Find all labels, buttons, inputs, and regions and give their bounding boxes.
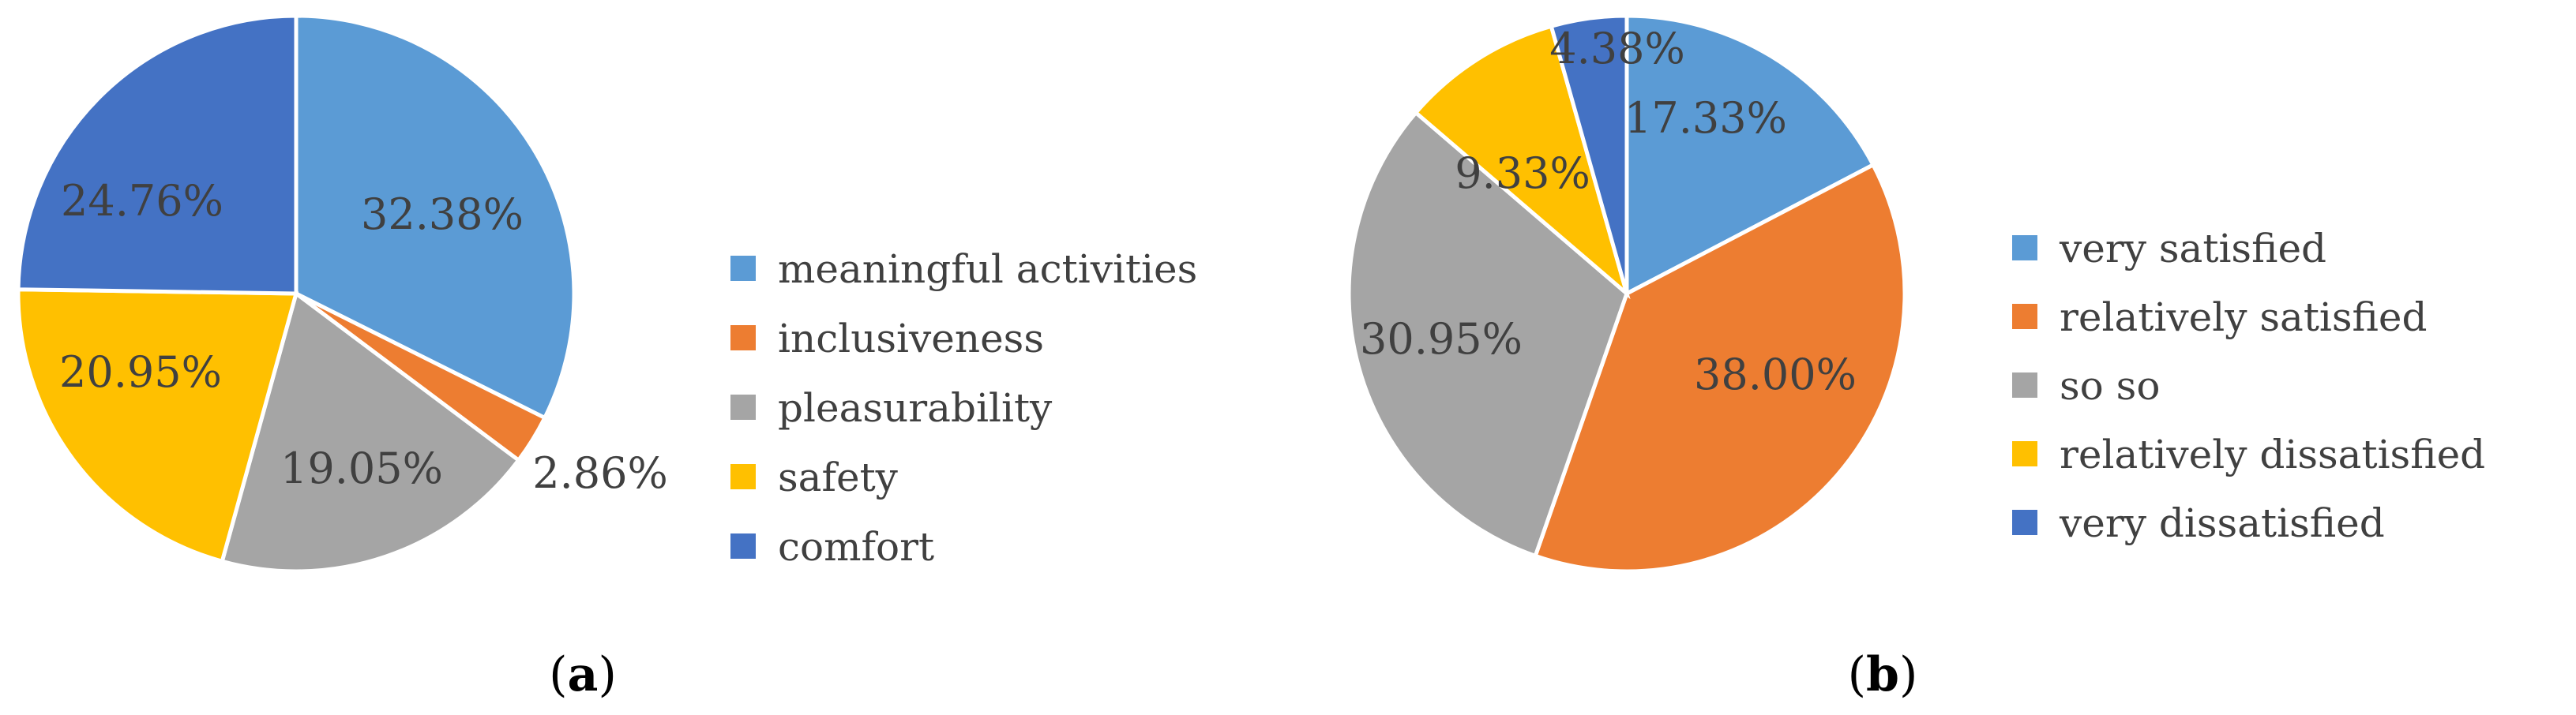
- slice-relatively-satisfied: [1533, 162, 1907, 574]
- caption-b: (b): [1848, 647, 1918, 702]
- legend-swatch: [2012, 304, 2037, 329]
- legend-label: very satisfied: [2059, 226, 2326, 271]
- legend-item-meaningful-activities: meaningful activities: [730, 246, 1197, 292]
- caption-a: (a): [549, 647, 617, 702]
- slice-meaningful-activities: [294, 13, 576, 421]
- slice-very-dissatisfied: [1549, 13, 1629, 294]
- slice-pleasurability: [220, 290, 522, 574]
- data-label-safety: 20.95%: [59, 347, 222, 397]
- caption-letter: b: [1866, 647, 1899, 702]
- pie-chart-a: 32.38% 2.86% 19.05% 20.95% 24.76%: [16, 13, 668, 574]
- legend-item-relatively-dissatisfied: relatively dissatisfied: [2012, 432, 2485, 477]
- legend-swatch: [730, 464, 756, 489]
- legend-item-very-satisfied: very satisfied: [2012, 226, 2326, 271]
- slice-very-satisfied: [1624, 13, 1876, 298]
- slice-comfort: [16, 13, 299, 296]
- legend-a: meaningful activities inclusiveness pleasu…: [730, 246, 1197, 570]
- data-label-relatively-dissatisfied: 9.33%: [1455, 148, 1590, 198]
- slice-safety: [16, 287, 299, 564]
- data-label-very-satisfied: 17.33%: [1624, 93, 1787, 143]
- data-label-pleasurability: 19.05%: [280, 444, 443, 493]
- legend-swatch: [2012, 235, 2037, 260]
- pie-chart-b: 17.33% 38.00% 30.95% 9.33% 4.38%: [1346, 13, 1907, 574]
- legend-swatch: [2012, 510, 2037, 535]
- legend-label: inclusiveness: [778, 316, 1044, 361]
- legend-label: pleasurability: [778, 385, 1053, 431]
- legend-swatch: [730, 256, 756, 281]
- legend-swatch: [2012, 441, 2037, 466]
- legend-label: meaningful activities: [778, 246, 1197, 292]
- legend-label: comfort: [778, 524, 934, 570]
- slice-so-so: [1346, 110, 1629, 559]
- data-label-meaningful-activities: 32.38%: [361, 189, 524, 239]
- legend-swatch: [730, 533, 756, 559]
- legend-item-safety: safety: [730, 455, 899, 500]
- legend-item-relatively-satisfied: relatively satisfied: [2012, 294, 2428, 340]
- legend-label: safety: [778, 455, 899, 500]
- legend-label: very dissatisfied: [2059, 500, 2385, 546]
- legend-swatch: [730, 395, 756, 420]
- data-label-inclusiveness: 2.86%: [532, 448, 668, 498]
- legend-item-comfort: comfort: [730, 524, 934, 570]
- legend-swatch: [730, 325, 756, 350]
- legend-label: relatively satisfied: [2060, 294, 2428, 340]
- data-label-so-so: 30.95%: [1360, 314, 1523, 364]
- slice-relatively-dissatisfied: [1413, 24, 1631, 300]
- legend-item-pleasurability: pleasurability: [730, 385, 1053, 431]
- legend-item-inclusiveness: inclusiveness: [730, 316, 1044, 361]
- legend-swatch: [2012, 372, 2037, 398]
- legend-b: very satisfied relatively satisfied so so r…: [2012, 226, 2485, 546]
- legend-label: so so: [2060, 363, 2160, 409]
- legend-item-so-so: so so: [2012, 363, 2160, 409]
- legend-label: relatively dissatisfied: [2060, 432, 2485, 477]
- data-label-relatively-satisfied: 38.00%: [1694, 350, 1857, 399]
- data-label-comfort: 24.76%: [61, 176, 223, 226]
- data-label-very-dissatisfied: 4.38%: [1549, 24, 1685, 73]
- caption-letter: a: [568, 647, 599, 702]
- legend-item-very-dissatisfied: very dissatisfied: [2012, 500, 2385, 546]
